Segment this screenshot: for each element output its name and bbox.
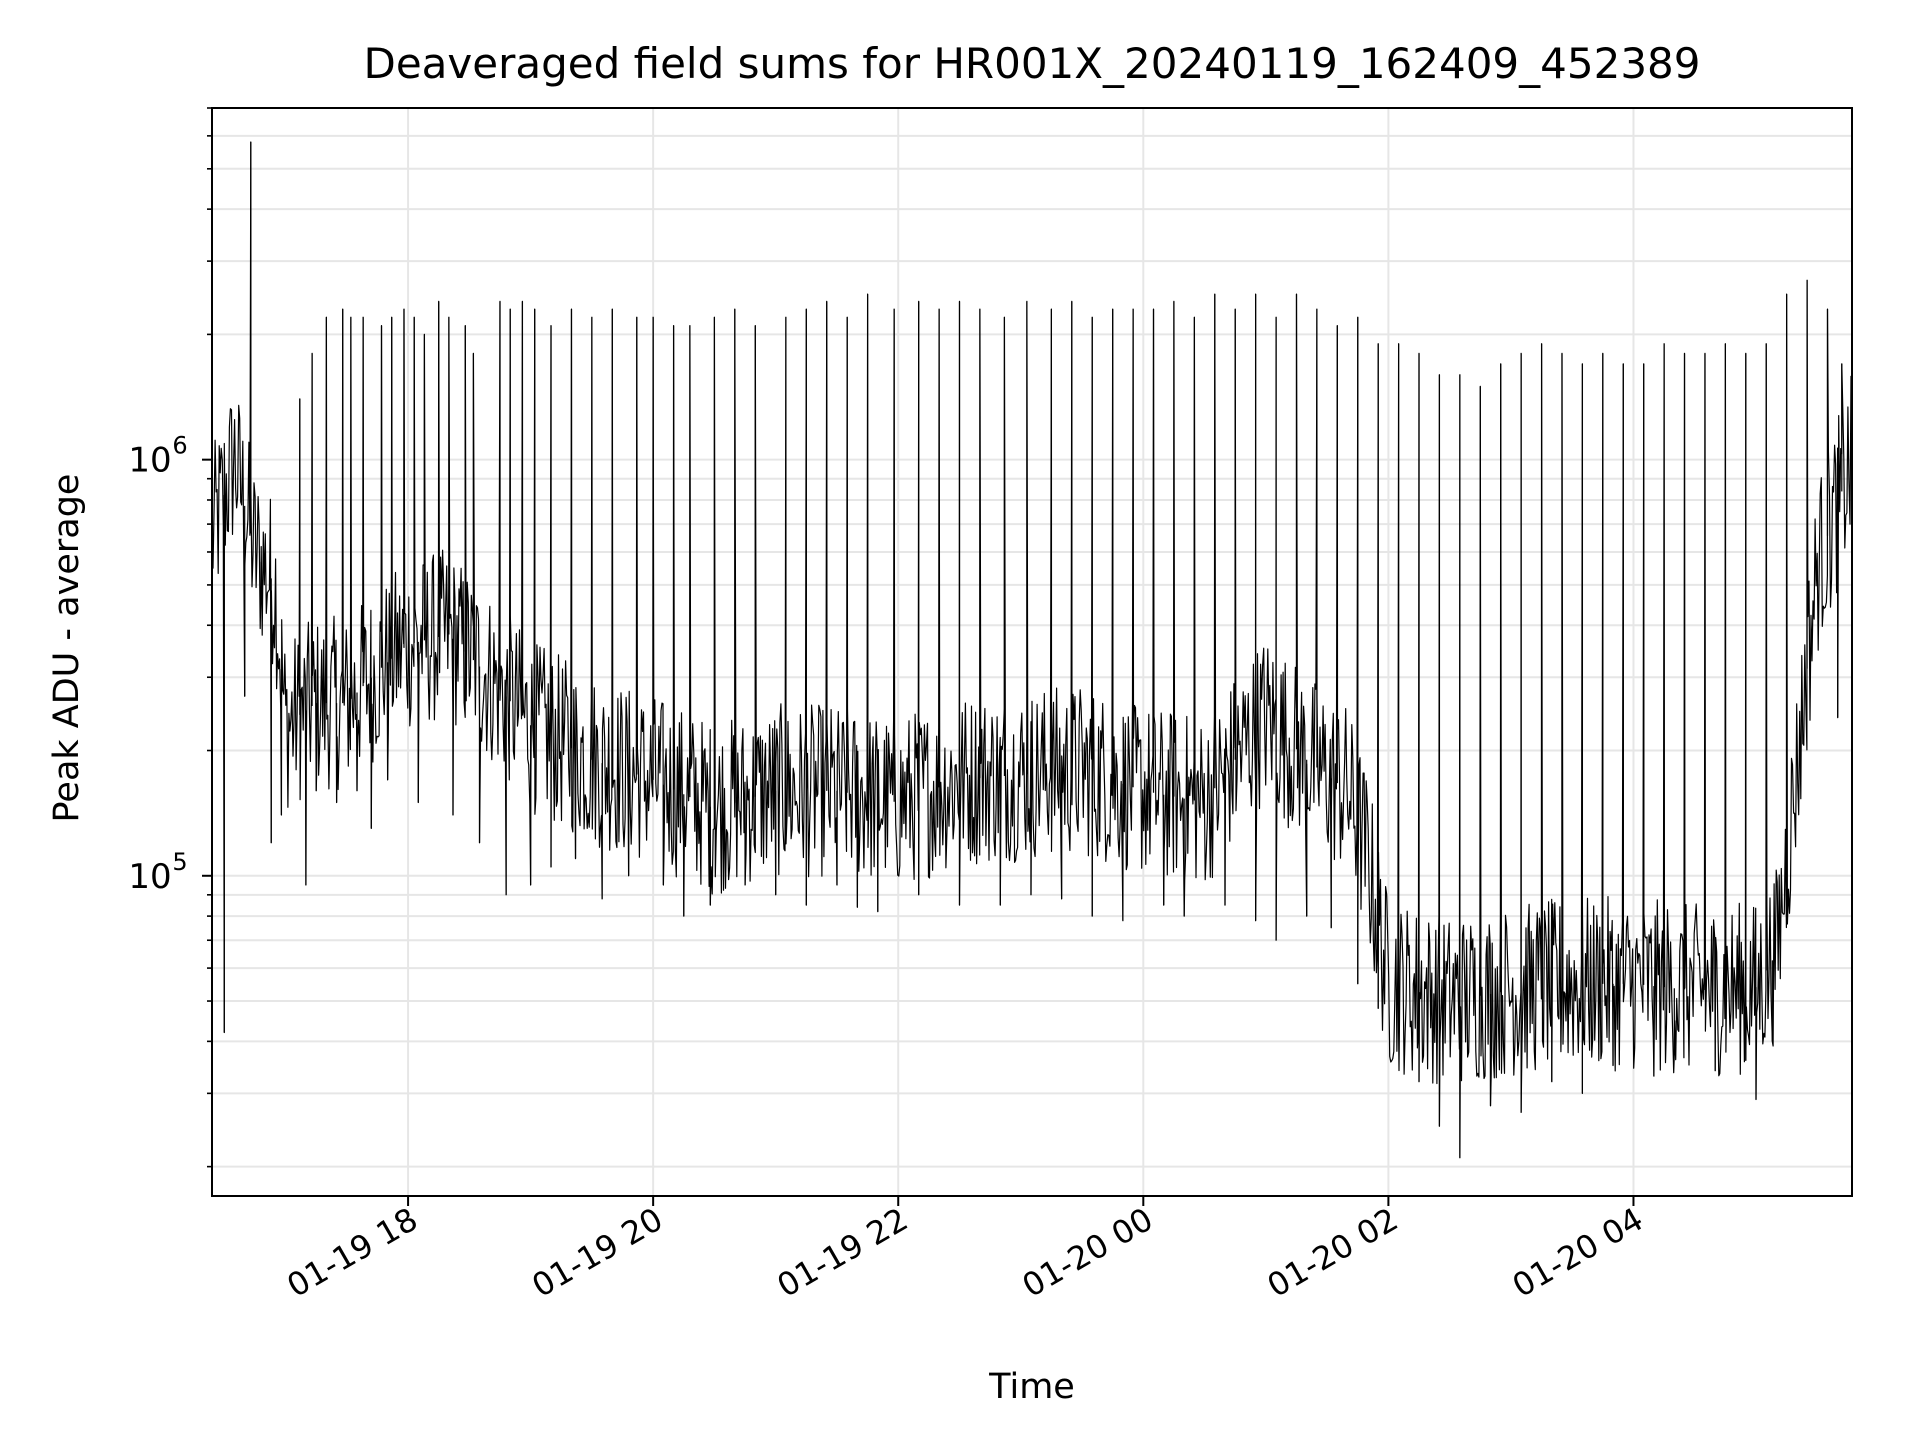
y-axis-label: Peak ADU - average [47, 474, 87, 823]
axes-frame [211, 107, 1853, 1197]
y-tick-label: 10 [128, 441, 171, 481]
y-tick-exponent: 5 [172, 848, 187, 876]
x-axis-label: Time [988, 1367, 1075, 1407]
plot-area [211, 141, 1853, 1159]
chart-title: Deaveraged field sums for HR001X_2024011… [364, 39, 1701, 88]
y-tick-label: 10 [128, 857, 171, 897]
y-tick-exponent: 6 [172, 432, 187, 460]
